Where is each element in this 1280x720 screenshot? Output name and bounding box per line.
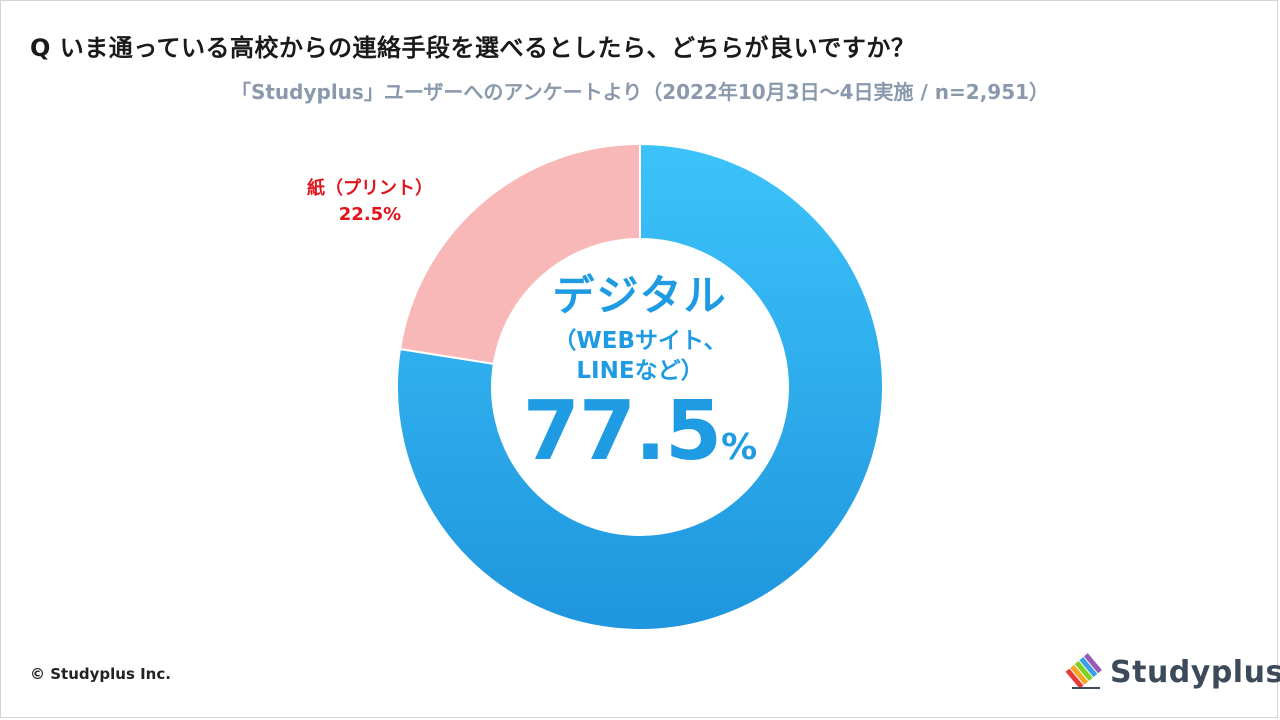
paper-label-name: 紙（プリント） <box>307 178 433 199</box>
digital-label-value: 77.5 <box>522 384 722 479</box>
digital-label-name: デジタル <box>552 271 728 320</box>
copyright-text: © Studyplus Inc. <box>30 665 171 683</box>
studyplus-logo-text: Studyplus <box>1110 654 1280 690</box>
chart-subtitle: 「Studyplus」ユーザーへのアンケートより（2022年10月3日～4日実施… <box>230 80 1050 104</box>
studyplus-logo-icon <box>1065 653 1102 689</box>
digital-label-unit: % <box>721 427 758 468</box>
paper-slice-label: 紙（プリント） 22.5% <box>270 176 470 228</box>
digital-slice <box>396 142 884 631</box>
digital-percentage: 77.5% <box>480 384 800 502</box>
studyplus-logo: Studyplus <box>1064 650 1280 694</box>
digital-sub-label: （WEBサイト、 LINEなど） <box>480 326 800 386</box>
paper-slice <box>398 142 641 365</box>
digital-center-label: デジタル <box>480 270 800 322</box>
digital-label-sub1: （WEBサイト、 <box>553 328 727 354</box>
paper-label-value: 22.5% <box>338 204 402 225</box>
digital-label-sub2: LINEなど） <box>576 358 704 384</box>
chart-title: Q いま通っている高校からの連絡手段を選べるとしたら、どちらが良いですか？ <box>30 34 916 62</box>
